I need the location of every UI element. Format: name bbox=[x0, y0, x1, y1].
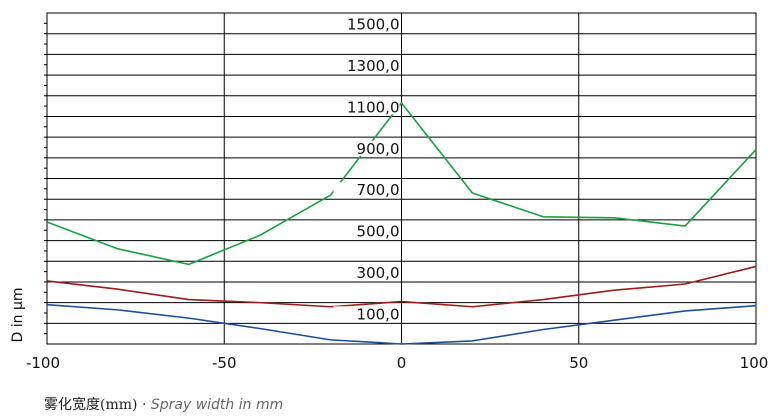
y-tick-label: 1100,0 bbox=[347, 98, 400, 116]
y-tick-label: 500,0 bbox=[357, 223, 400, 241]
caption-english: Spray width in mm bbox=[151, 397, 283, 413]
y-tick-label: 1300,0 bbox=[347, 57, 400, 75]
caption-chinese: 雾化宽度(mm) bbox=[44, 397, 137, 413]
y-tick-label: 100,0 bbox=[357, 305, 400, 323]
y-tick-label: 1500,0 bbox=[347, 16, 400, 34]
x-tick-label: 0 bbox=[397, 354, 407, 372]
y-tick-labels: 100,0 300,0 500,0 700,0 900,0 1100,0 1300,0 150… bbox=[334, 16, 400, 324]
caption-separator: · bbox=[142, 397, 146, 413]
x-tick-label: -100 bbox=[26, 354, 60, 372]
x-tick-labels: -100 -50 0 50 100 bbox=[26, 354, 768, 372]
y-tick-label: 300,0 bbox=[357, 264, 400, 282]
x-tick-label: -50 bbox=[212, 354, 237, 372]
x-tick-label: 100 bbox=[740, 354, 769, 372]
x-tick-label: 50 bbox=[569, 354, 588, 372]
y-axis-label: D in µm bbox=[10, 288, 26, 343]
y-tick-label: 900,0 bbox=[357, 140, 400, 158]
x-axis-caption: 雾化宽度(mm) · Spray width in mm bbox=[44, 394, 283, 414]
y-tick-label: 700,0 bbox=[357, 181, 400, 199]
